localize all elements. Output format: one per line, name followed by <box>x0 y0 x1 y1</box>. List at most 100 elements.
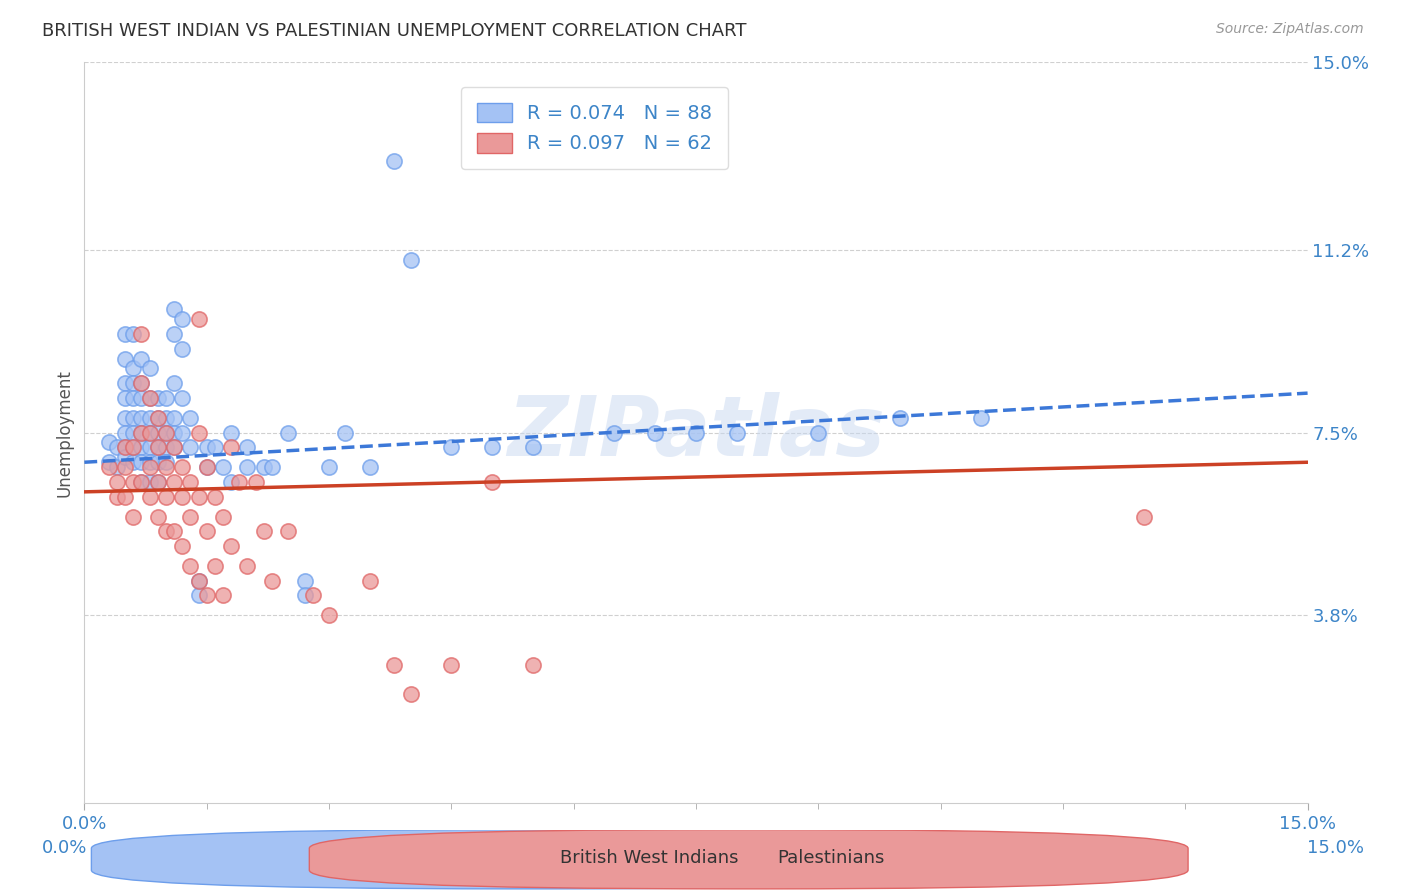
Point <box>114 351 136 366</box>
Point <box>122 475 145 489</box>
Point <box>97 455 120 469</box>
Point <box>187 490 209 504</box>
Point <box>172 425 194 440</box>
Point <box>179 509 201 524</box>
Point <box>204 558 226 573</box>
Point <box>187 574 209 588</box>
Point <box>245 475 267 489</box>
Text: Source: ZipAtlas.com: Source: ZipAtlas.com <box>1216 22 1364 37</box>
Point <box>138 410 160 425</box>
Point <box>138 361 160 376</box>
Point <box>114 326 136 341</box>
Point <box>138 490 160 504</box>
Point <box>179 410 201 425</box>
Point <box>122 425 145 440</box>
Point <box>146 455 169 469</box>
Point <box>146 509 169 524</box>
Point <box>131 455 153 469</box>
Point <box>253 524 276 539</box>
Point <box>122 361 145 376</box>
Text: BRITISH WEST INDIAN VS PALESTINIAN UNEMPLOYMENT CORRELATION CHART: BRITISH WEST INDIAN VS PALESTINIAN UNEMP… <box>42 22 747 40</box>
Point <box>219 475 242 489</box>
Point <box>219 425 242 440</box>
Point <box>399 252 422 267</box>
Point <box>163 524 186 539</box>
Point <box>146 475 169 489</box>
Point <box>187 312 209 326</box>
Point <box>522 657 544 672</box>
Point <box>155 455 177 469</box>
Point <box>236 441 259 455</box>
Point <box>212 589 235 603</box>
Point <box>155 490 177 504</box>
Point <box>172 342 194 356</box>
FancyBboxPatch shape <box>309 830 1188 888</box>
Point <box>122 441 145 455</box>
Point <box>603 425 626 440</box>
Legend: R = 0.074   N = 88, R = 0.097   N = 62: R = 0.074 N = 88, R = 0.097 N = 62 <box>461 87 728 169</box>
Point <box>970 410 993 425</box>
Point <box>212 460 235 475</box>
Point <box>277 524 299 539</box>
Point <box>105 460 128 475</box>
Point <box>122 455 145 469</box>
Point <box>155 410 177 425</box>
Point <box>172 490 194 504</box>
Point <box>187 425 209 440</box>
Point <box>138 460 160 475</box>
Point <box>277 425 299 440</box>
Point <box>105 441 128 455</box>
Point <box>187 589 209 603</box>
Point <box>318 608 340 623</box>
Point <box>179 558 201 573</box>
Point <box>114 450 136 465</box>
Point <box>146 425 169 440</box>
Point <box>114 460 136 475</box>
Point <box>138 425 160 440</box>
Point <box>122 376 145 391</box>
Point <box>155 425 177 440</box>
Point <box>97 460 120 475</box>
Point <box>172 391 194 405</box>
Point <box>725 425 748 440</box>
Point <box>172 539 194 553</box>
Point <box>155 441 177 455</box>
Point <box>187 574 209 588</box>
Point <box>172 460 194 475</box>
Text: 15.0%: 15.0% <box>1306 839 1364 857</box>
Point <box>318 460 340 475</box>
Text: ZIPatlas: ZIPatlas <box>508 392 884 473</box>
Point <box>179 441 201 455</box>
Point <box>163 441 186 455</box>
Point <box>301 589 323 603</box>
Point <box>131 351 153 366</box>
Point <box>105 475 128 489</box>
Point <box>114 490 136 504</box>
Point <box>359 574 381 588</box>
Point <box>131 441 153 455</box>
Point <box>131 376 153 391</box>
Point <box>294 574 316 588</box>
Point <box>131 410 153 425</box>
Point <box>359 460 381 475</box>
Point <box>122 441 145 455</box>
Point <box>114 441 136 455</box>
Point <box>122 326 145 341</box>
Point <box>138 441 160 455</box>
Point <box>440 657 463 672</box>
Point <box>382 657 405 672</box>
Point <box>195 589 218 603</box>
Point <box>440 441 463 455</box>
Point <box>195 460 218 475</box>
Point <box>122 509 145 524</box>
Point <box>146 441 169 455</box>
Point <box>204 490 226 504</box>
Point <box>219 441 242 455</box>
Point <box>228 475 250 489</box>
Point <box>138 455 160 469</box>
Point <box>1133 509 1156 524</box>
Point <box>114 410 136 425</box>
Point <box>155 460 177 475</box>
Point <box>131 326 153 341</box>
Point <box>399 687 422 701</box>
